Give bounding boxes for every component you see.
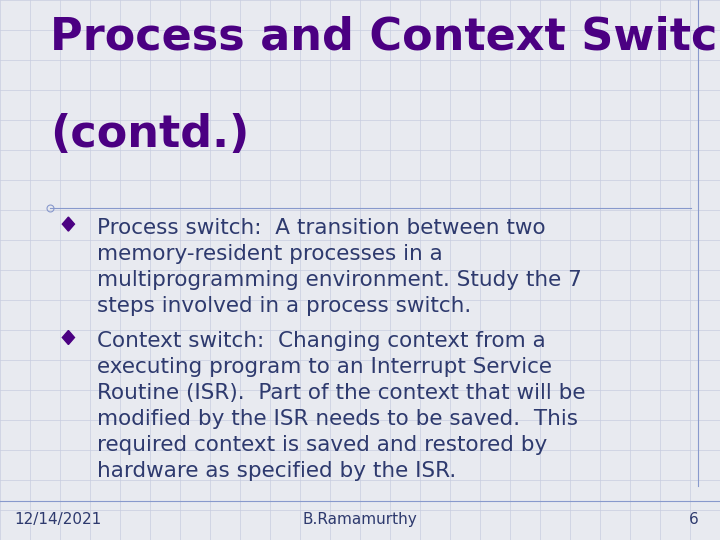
Text: Process switch:  A transition between two
memory-resident processes in a
multipr: Process switch: A transition between two… bbox=[97, 218, 582, 316]
Text: Context switch:  Changing context from a
executing program to an Interrupt Servi: Context switch: Changing context from a … bbox=[97, 331, 585, 482]
Text: Process and Context Switching: Process and Context Switching bbox=[50, 16, 720, 59]
Text: (contd.): (contd.) bbox=[50, 113, 250, 157]
Polygon shape bbox=[63, 217, 74, 231]
Text: 6: 6 bbox=[688, 512, 698, 527]
Polygon shape bbox=[63, 330, 74, 345]
Text: B.Ramamurthy: B.Ramamurthy bbox=[302, 512, 418, 527]
Text: 12/14/2021: 12/14/2021 bbox=[14, 512, 102, 527]
